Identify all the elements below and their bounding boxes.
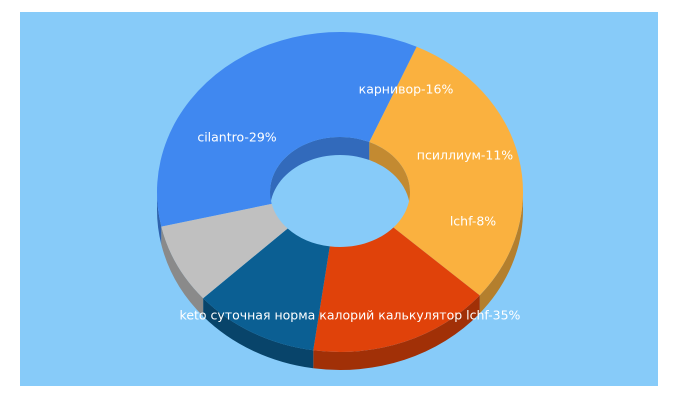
donut-chart: keto суточная норма калорий калькулятор … xyxy=(157,32,523,370)
donut-slices xyxy=(157,32,523,352)
slice-side-lchf xyxy=(161,226,204,317)
slice-inner-wall-cilantro xyxy=(369,142,410,210)
slice-label-keto-суточная-норма-калорий-калькулятор-lchf: keto суточная норма калорий калькулятор … xyxy=(180,308,521,323)
slice-label-псиллиум: псиллиум-11% xyxy=(417,148,514,163)
slice-label-lchf: lchf-8% xyxy=(450,214,496,229)
chart-frame: keto суточная норма калорий калькулятор … xyxy=(20,12,658,386)
slice-cilantro[interactable] xyxy=(369,46,523,296)
slice-lchf[interactable] xyxy=(161,203,288,299)
slice-side-cilantro xyxy=(479,192,523,314)
slice-label-карнивор: карнивор-16% xyxy=(359,82,454,97)
donut-hole-wall xyxy=(270,137,410,210)
slice-labels: keto суточная норма калорий калькулятор … xyxy=(180,82,521,323)
slice-карнивор[interactable] xyxy=(313,227,480,352)
slice-inner-wall-keto-суточная-норма-калорий-калькулятор-lchf xyxy=(270,137,370,210)
slice-label-cilantro: cilantro-29% xyxy=(197,130,276,145)
slice-side-keto-суточная-норма-калорий-калькулятор-lchf xyxy=(157,192,162,245)
slice-keto-суточная-норма-калорий-калькулятор-lchf[interactable] xyxy=(157,32,417,227)
slice-side-карнивор xyxy=(313,295,480,370)
slice-side-псиллиум xyxy=(203,298,314,369)
slice-псиллиум[interactable] xyxy=(203,228,330,351)
donut-depth xyxy=(157,192,523,370)
